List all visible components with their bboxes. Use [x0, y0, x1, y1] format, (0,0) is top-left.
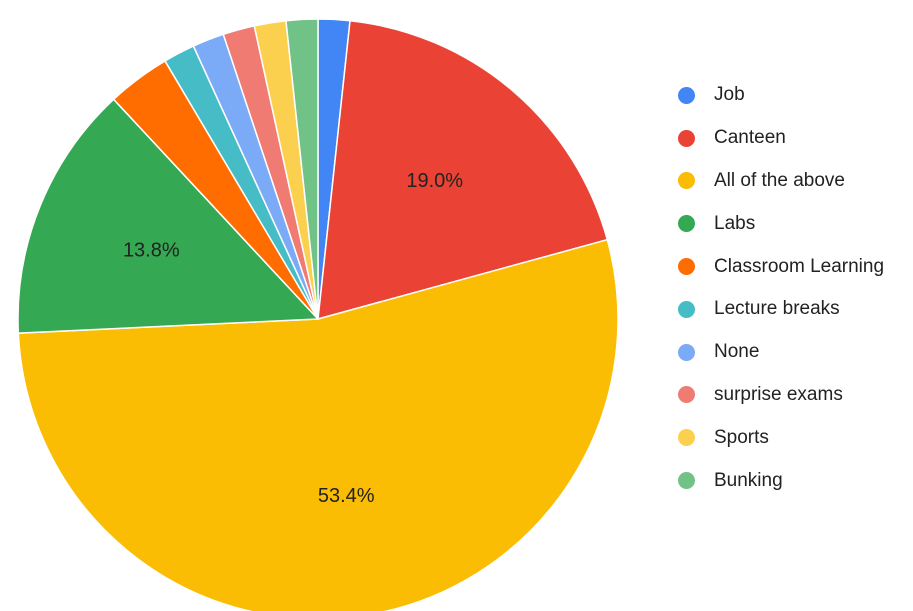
legend-label: surprise exams	[714, 383, 843, 405]
slice-label-labs: 13.8%	[123, 239, 180, 261]
legend-item-classroom-learning: Classroom Learning	[678, 245, 884, 288]
legend-swatch-icon	[678, 386, 695, 404]
legend-item-sports: Sports	[678, 416, 884, 459]
legend-item-canteen: Canteen	[678, 117, 884, 160]
legend-swatch-icon	[678, 215, 695, 233]
legend-item-bunking: Bunking	[678, 459, 884, 502]
legend-item-job: Job	[678, 74, 884, 117]
legend-item-none: None	[678, 331, 884, 374]
pie-slice-all-of-the-above	[17, 238, 619, 611]
legend: Job Canteen All of the above Labs Classroom …	[678, 74, 884, 502]
legend-label: Lecture breaks	[714, 298, 840, 320]
legend-swatch-icon	[678, 429, 695, 447]
pie-slice-labels: 19.0% 53.4% 13.8%	[123, 170, 463, 507]
pie-slice-labs	[17, 98, 320, 334]
legend-item-surprise-exams: surprise exams	[678, 374, 884, 417]
pie-slice-canteen	[317, 19, 609, 321]
slice-label-all-of-the-above: 53.4%	[318, 485, 375, 507]
legend-label: Job	[714, 84, 745, 106]
pie-slice-bunking	[285, 18, 319, 320]
legend-label: Labs	[714, 212, 756, 234]
legend-label: Classroom Learning	[714, 255, 885, 277]
legend-label: Bunking	[714, 469, 783, 491]
slice-label-canteen: 19.0%	[406, 170, 463, 192]
legend-label: Canteen	[714, 127, 786, 149]
legend-swatch-icon	[678, 343, 695, 361]
legend-swatch-icon	[678, 300, 695, 318]
legend-item-all-of-the-above: All of the above	[678, 160, 884, 203]
legend-label: All of the above	[714, 169, 845, 191]
legend-label: Sports	[714, 426, 769, 448]
legend-item-labs: Labs	[678, 202, 884, 245]
legend-item-lecture-breaks: Lecture breaks	[678, 288, 884, 331]
legend-swatch-icon	[678, 129, 695, 147]
legend-swatch-icon	[678, 172, 695, 190]
pie-slices	[17, 18, 619, 611]
legend-swatch-icon	[678, 472, 695, 490]
legend-swatch-icon	[678, 258, 695, 276]
legend-label: None	[714, 341, 760, 363]
legend-swatch-icon	[678, 86, 695, 104]
